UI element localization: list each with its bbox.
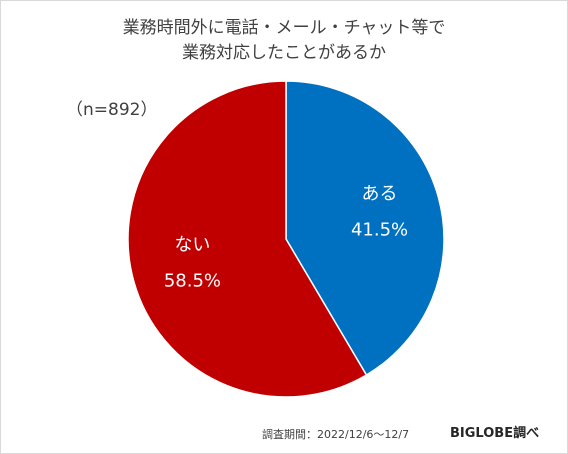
sample-size-label: （n=892） [66, 100, 158, 120]
chart-title-line-1: 業務時間外に電話・メール・チャット等で [122, 18, 446, 38]
pie-slice-value-1: 58.5% [164, 271, 221, 292]
pie-labels: ある 41.5% ない 58.5% [164, 183, 408, 291]
pie-slice-1 [127, 80, 368, 398]
chart-title-line-2: 業務対応したことがあるか [182, 43, 386, 63]
pie-slice-label-0: ある [362, 183, 398, 204]
pie-slice-0 [285, 80, 445, 377]
survey-period: 調査期間：2022/12/6〜12/7 [262, 428, 410, 441]
chart-title: 業務時間外に電話・メール・チャット等で 業務対応したことがあるか [0, 16, 568, 66]
pie-slices [127, 80, 445, 398]
source-credit: BIGLOBE調べ [450, 426, 540, 441]
pie-slice-value-0: 41.5% [351, 219, 408, 240]
pie-slice-label-1: ない [174, 235, 210, 256]
